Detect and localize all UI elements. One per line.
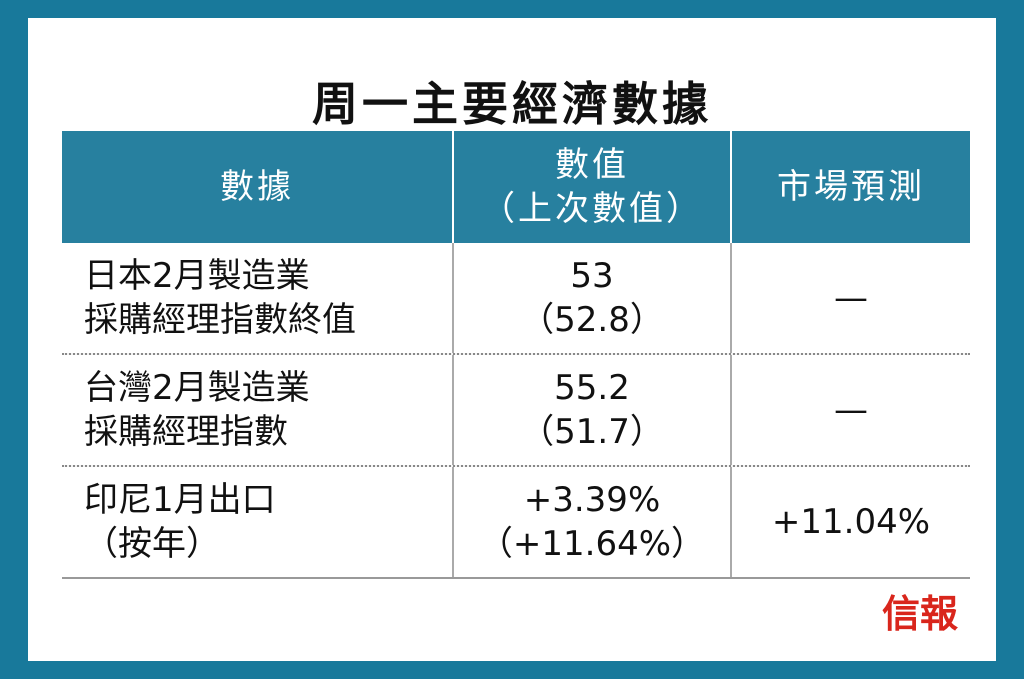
cell-text: 數值 xyxy=(555,144,629,185)
cell-text: +11.04% xyxy=(771,501,931,542)
cell: 55.2 （51.7） xyxy=(452,355,730,465)
cell-text: 市場預測 xyxy=(777,166,925,207)
cell-text: （上次數值） xyxy=(481,189,703,229)
cell-text: 55.2 xyxy=(554,367,630,408)
cell-text: 台灣2月製造業 xyxy=(84,367,310,408)
cell: 印尼1月出口 （按年） xyxy=(62,467,452,577)
table-row: 台灣2月製造業 採購經理指數 55.2 （51.7） — xyxy=(62,353,970,465)
table-bottom-rule xyxy=(62,577,970,579)
cell: 數值 （上次數值） xyxy=(452,131,730,243)
cell: — xyxy=(730,355,970,465)
title: 周一主要經濟數據 xyxy=(312,77,712,131)
cell-text: 採購經理指數 xyxy=(84,412,288,452)
table-body: 日本2月製造業 採購經理指數終值 53 （52.8） — 台灣2月製造業 採購經理指數 55.… xyxy=(62,243,970,577)
cell-text: （51.7） xyxy=(520,412,664,452)
cell-text: 採購經理指數終值 xyxy=(84,300,356,340)
cell-text: （+11.64%） xyxy=(478,524,706,564)
cell: +3.39% （+11.64%） xyxy=(452,467,730,577)
cell-text: — xyxy=(834,277,868,318)
logo: 信報 xyxy=(881,591,958,636)
cell: 台灣2月製造業 採購經理指數 xyxy=(62,355,452,465)
cell-text: 日本2月製造業 xyxy=(84,255,310,296)
cell: 數據 xyxy=(62,131,452,243)
cell: 日本2月製造業 採購經理指數終值 xyxy=(62,243,452,353)
cell-text: 數據 xyxy=(220,166,294,207)
cell-text: （按年） xyxy=(84,524,220,564)
cell: 53 （52.8） xyxy=(452,243,730,353)
cell-text: （52.8） xyxy=(520,300,664,340)
cell: — xyxy=(730,243,970,353)
table-row: 印尼1月出口 （按年） +3.39% （+11.64%） +11.04% xyxy=(62,465,970,577)
cell: 市場預測 xyxy=(730,131,970,243)
card: 周一主要經濟數據 數據 數值 （上次數值） 市場預測 日本2月製造業 採購經理指數終值 53… xyxy=(28,18,996,661)
table: 數據 數值 （上次數值） 市場預測 日本2月製造業 採購經理指數終值 53 （52.8） — 台灣… xyxy=(62,131,970,577)
cell: +11.04% xyxy=(730,467,970,577)
cell-text: 53 xyxy=(570,255,614,296)
cell-text: 印尼1月出口 xyxy=(84,479,276,520)
cell-text: — xyxy=(834,389,868,430)
table-row: 日本2月製造業 採購經理指數終值 53 （52.8） — xyxy=(62,243,970,353)
cell-text: +3.39% xyxy=(523,479,661,520)
header-row: 數據 數值 （上次數值） 市場預測 xyxy=(62,131,970,243)
